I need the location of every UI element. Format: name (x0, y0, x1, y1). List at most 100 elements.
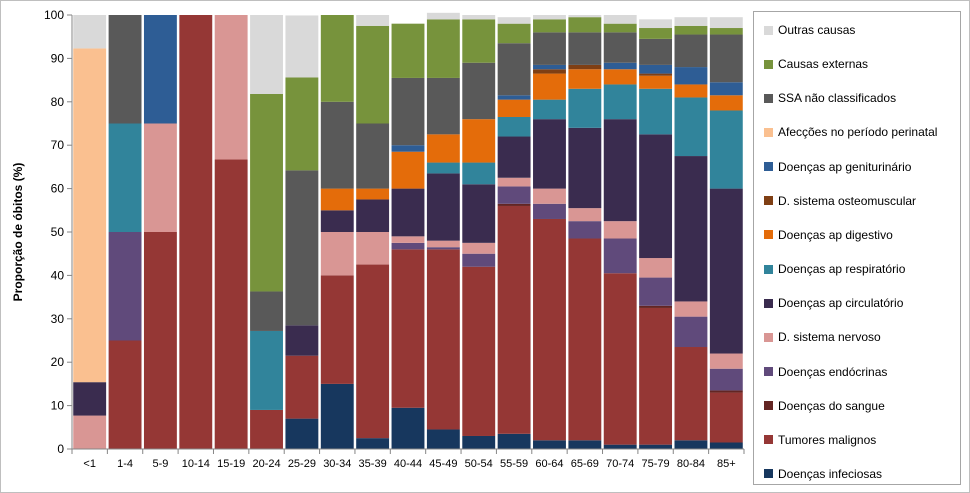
y-tick-label-60: 60 (51, 182, 65, 196)
bar-segment-1-11 (462, 266, 496, 436)
bar-segment-7-14 (568, 69, 602, 89)
bar-segment-13-5 (250, 15, 283, 94)
bar-segment-1-16 (639, 307, 673, 445)
bar-segment-9-9 (391, 145, 425, 152)
y-tick-label-20: 20 (51, 355, 65, 369)
x-tick-label-17: 80-84 (677, 458, 705, 470)
legend-swatch (764, 230, 773, 240)
bar-segment-3-14 (568, 221, 602, 239)
y-tick-label-80: 80 (51, 95, 65, 109)
bar-segment-11-18 (709, 34, 743, 83)
bar-segment-1-2 (143, 232, 177, 449)
bar-segment-12-17 (674, 25, 708, 35)
bar-segment-11-5 (250, 291, 283, 331)
bar-segment-13-8 (356, 15, 390, 26)
bar-segment-6-5 (250, 330, 283, 410)
bar-segment-11-1 (108, 15, 142, 124)
legend-item: Doenças ap circulatório (764, 295, 903, 311)
legend: Outras causas Causas externas SSA não clas… (753, 11, 961, 485)
bar-segment-6-16 (639, 88, 673, 135)
bar-segment-7-7 (320, 188, 354, 211)
y-tick-label-0: 0 (57, 442, 64, 456)
bar-segment-5-0 (73, 382, 107, 416)
legend-swatch (764, 127, 773, 137)
bar-segment-12-10 (426, 19, 460, 78)
bar-segment-7-15 (603, 69, 637, 85)
legend-item: Outras causas (764, 22, 855, 38)
bar-segment-2-12 (497, 203, 531, 206)
bar-segment-11-16 (639, 38, 673, 65)
legend-label: Outras causas (778, 23, 856, 37)
bar-segment-7-11 (462, 119, 496, 163)
bar-segment-0-7 (320, 383, 354, 449)
legend-item: Doenças infeciosas (764, 466, 882, 482)
bar-segment-1-12 (497, 205, 531, 434)
bar-segment-0-16 (639, 444, 673, 449)
bar-segment-5-9 (391, 188, 425, 237)
legend-item: SSA não classificados (764, 90, 896, 106)
bar-segment-11-7 (320, 101, 354, 189)
bar-segment-12-5 (250, 93, 283, 292)
bar-segment-13-12 (497, 17, 531, 24)
y-tick-label-100: 100 (44, 8, 64, 22)
bar-segment-7-8 (356, 188, 390, 200)
bar-segment-9-16 (639, 64, 673, 74)
bar-segment-12-13 (533, 19, 566, 33)
x-tick-label-3: 10-14 (182, 458, 210, 470)
bar-segment-1-7 (320, 275, 354, 384)
legend-item: Doenças do sangue (764, 398, 885, 414)
legend-swatch (764, 469, 773, 479)
bar-segment-4-2 (143, 123, 177, 232)
x-tick-label-10: 45-49 (429, 458, 457, 470)
x-tick-label-5: 20-24 (252, 458, 280, 470)
bar-segment-1-13 (533, 218, 566, 441)
bar-segment-13-0 (73, 15, 107, 49)
bar-segment-3-18 (709, 368, 743, 391)
bar-segment-9-12 (497, 95, 531, 100)
bar-segment-13-16 (639, 19, 673, 29)
bar-segment-4-10 (426, 240, 460, 248)
bar-segment-6-14 (568, 88, 602, 128)
legend-item: Causas externas (764, 56, 868, 72)
bar-segment-0-11 (462, 435, 496, 449)
bar-segment-3-15 (603, 238, 637, 274)
legend-swatch (764, 401, 773, 411)
bar-segment-12-6 (285, 77, 319, 171)
legend-item: Tumores malignos (764, 432, 876, 448)
bar-segment-1-17 (674, 347, 708, 441)
bar-segment-4-7 (320, 232, 354, 276)
bar-segment-13-6 (285, 15, 319, 78)
bar-segment-4-12 (497, 177, 531, 187)
bar-segment-11-11 (462, 62, 496, 120)
y-tick-label-40: 40 (51, 268, 65, 282)
y-tick-label-50: 50 (51, 225, 65, 239)
bar-segment-9-15 (603, 62, 637, 70)
bar-segment-0-10 (426, 429, 460, 449)
x-tick-label-16: 75-79 (642, 458, 670, 470)
y-tick-label-30: 30 (51, 312, 65, 326)
legend-item: D. sistema nervoso (764, 329, 881, 345)
bar-segment-5-15 (603, 119, 637, 222)
legend-swatch (764, 162, 773, 172)
y-tick-label-70: 70 (51, 138, 65, 152)
legend-item: Doenças endócrinas (764, 364, 887, 380)
bar-segment-0-9 (391, 407, 425, 449)
bar-segment-1-4 (214, 159, 248, 449)
bar-segment-4-17 (674, 301, 708, 317)
bar-segment-3-9 (391, 242, 425, 250)
bar-segment-4-13 (533, 188, 566, 204)
x-tick-label-8: 35-39 (359, 458, 387, 470)
x-tick-label-6: 25-29 (288, 458, 316, 470)
bar-segment-0-18 (709, 442, 743, 449)
bar-segment-1-10 (426, 249, 460, 430)
legend-item: Doenças ap geniturinário (764, 159, 911, 175)
bar-segment-4-11 (462, 242, 496, 254)
bar-segment-5-18 (709, 188, 743, 354)
legend-swatch (764, 59, 773, 69)
legend-item: Doenças ap respiratório (764, 261, 905, 277)
legend-swatch (764, 332, 773, 342)
x-tick-label-18: 85+ (717, 458, 736, 470)
bar-segment-12-11 (462, 19, 496, 63)
legend-label: Doenças ap circulatório (778, 296, 904, 311)
bar-segment-4-8 (356, 232, 390, 265)
